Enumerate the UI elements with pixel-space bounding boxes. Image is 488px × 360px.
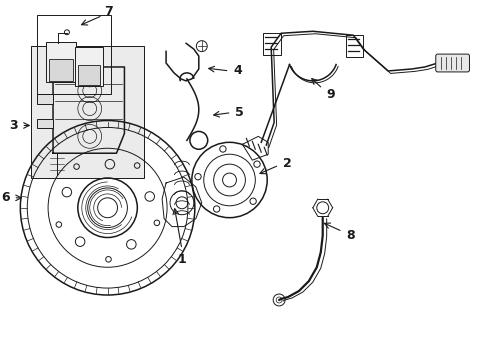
Bar <box>37 94 53 104</box>
Text: 5: 5 <box>235 106 244 119</box>
FancyBboxPatch shape <box>75 47 102 86</box>
Text: 2: 2 <box>282 157 291 170</box>
Text: 1: 1 <box>177 253 186 266</box>
Text: 9: 9 <box>325 88 334 101</box>
FancyBboxPatch shape <box>46 42 76 82</box>
Text: 8: 8 <box>346 229 354 242</box>
Polygon shape <box>31 46 144 178</box>
Bar <box>263 33 281 55</box>
Bar <box>49 59 73 81</box>
Bar <box>78 65 100 85</box>
Text: 6: 6 <box>1 192 9 204</box>
Text: 4: 4 <box>233 64 242 77</box>
Text: 3: 3 <box>9 119 18 132</box>
Bar <box>37 118 53 129</box>
FancyBboxPatch shape <box>435 54 468 72</box>
Bar <box>345 35 363 57</box>
Text: 7: 7 <box>104 5 113 18</box>
